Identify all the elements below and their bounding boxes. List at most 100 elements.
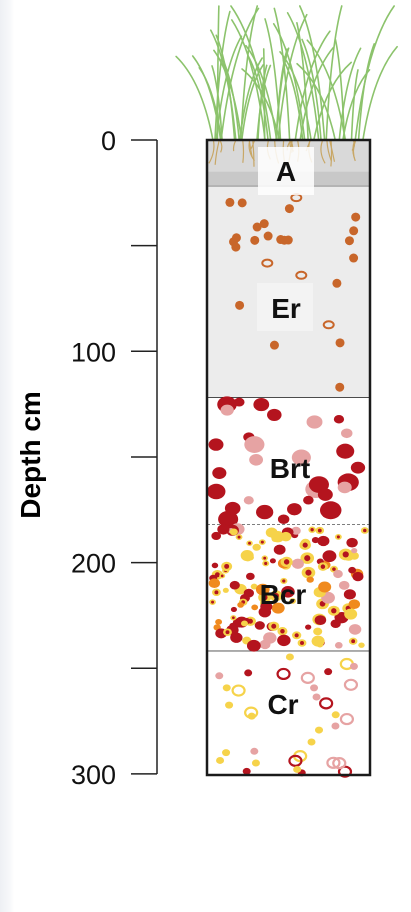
mottle — [348, 624, 362, 635]
mottle — [243, 496, 254, 505]
mottle — [215, 672, 224, 680]
mottle — [259, 219, 269, 229]
mottle — [336, 443, 355, 459]
grass-blade — [214, 10, 231, 142]
grass-blade — [256, 64, 272, 142]
grass-blade — [273, 7, 291, 142]
mottle — [303, 495, 314, 505]
mottle — [217, 524, 230, 535]
axis-label: Depth cm — [15, 391, 46, 519]
mottle — [220, 404, 234, 416]
mottle — [240, 549, 254, 562]
mottle — [222, 684, 231, 692]
mottle — [229, 580, 240, 590]
mottle — [253, 397, 270, 412]
grass-blade — [361, 45, 398, 142]
mottle — [281, 586, 295, 598]
grass-blade — [239, 5, 259, 142]
root — [329, 140, 336, 162]
root — [242, 140, 245, 163]
mottle — [214, 590, 219, 595]
mottle — [295, 270, 308, 280]
mottle — [225, 197, 235, 207]
mottle — [250, 235, 260, 245]
mottle — [349, 662, 358, 670]
profile-column: A Er Brt Bcr Cr — [205, 138, 372, 778]
grass-blade — [350, 69, 359, 142]
mottle — [241, 620, 248, 627]
mottle — [237, 602, 244, 608]
mottle — [218, 510, 239, 528]
mottle — [244, 436, 265, 453]
mottle — [273, 592, 279, 599]
mottle — [314, 615, 327, 626]
mottle — [284, 204, 294, 214]
mottle — [207, 483, 226, 500]
grass-blade — [299, 5, 326, 142]
mottle — [211, 562, 219, 569]
mottle — [250, 583, 258, 590]
root — [232, 140, 237, 152]
mottle — [269, 558, 276, 564]
mottle — [231, 616, 235, 620]
mottle — [252, 543, 261, 551]
mottle — [246, 639, 261, 652]
mottle — [333, 569, 343, 579]
mottle — [251, 759, 260, 767]
mottle — [273, 544, 286, 555]
grass-icon — [175, 5, 398, 142]
mottle — [263, 231, 273, 241]
mottle — [332, 757, 347, 770]
mottle — [244, 706, 259, 719]
mottle — [331, 722, 340, 730]
mottle — [322, 550, 337, 563]
mottle — [335, 338, 345, 348]
mottle — [288, 754, 303, 767]
mottle — [216, 756, 225, 764]
mottle — [302, 542, 308, 548]
mottle — [310, 528, 314, 532]
grass-blade — [312, 61, 352, 142]
grass-blade — [175, 55, 214, 142]
mottle — [282, 579, 286, 583]
mottle — [231, 233, 241, 243]
mottle — [348, 599, 361, 610]
root — [326, 140, 332, 161]
mottle — [208, 438, 224, 451]
mottle — [267, 408, 282, 421]
mottle — [342, 551, 349, 558]
mottle — [348, 566, 357, 574]
mottle — [319, 501, 342, 520]
profile-outline — [205, 138, 372, 777]
grass-blade — [230, 5, 272, 142]
mottle — [315, 726, 324, 734]
mottle — [300, 640, 304, 645]
mottle — [233, 397, 245, 407]
mottle — [237, 198, 247, 208]
mottle — [326, 756, 341, 769]
mottle — [260, 601, 273, 612]
mottle — [263, 556, 267, 560]
mottle — [330, 619, 341, 629]
grass-blade — [264, 18, 282, 142]
mottle — [225, 630, 230, 635]
mottle — [291, 558, 304, 569]
mottle — [215, 619, 223, 625]
mottle — [285, 653, 294, 661]
grass-blade — [220, 7, 260, 142]
grass-blade — [215, 35, 243, 142]
mottle — [291, 526, 301, 535]
mottle — [336, 535, 340, 539]
mottle — [332, 567, 336, 571]
mottle — [294, 633, 299, 638]
mottle — [280, 628, 285, 634]
mottle — [224, 501, 241, 515]
grass-blade — [338, 47, 362, 142]
mottle — [277, 634, 291, 647]
mottle — [333, 414, 345, 424]
mottle — [332, 278, 342, 288]
grass-blade — [325, 5, 343, 142]
root — [219, 140, 223, 153]
mottle — [235, 300, 245, 310]
root — [248, 140, 253, 158]
